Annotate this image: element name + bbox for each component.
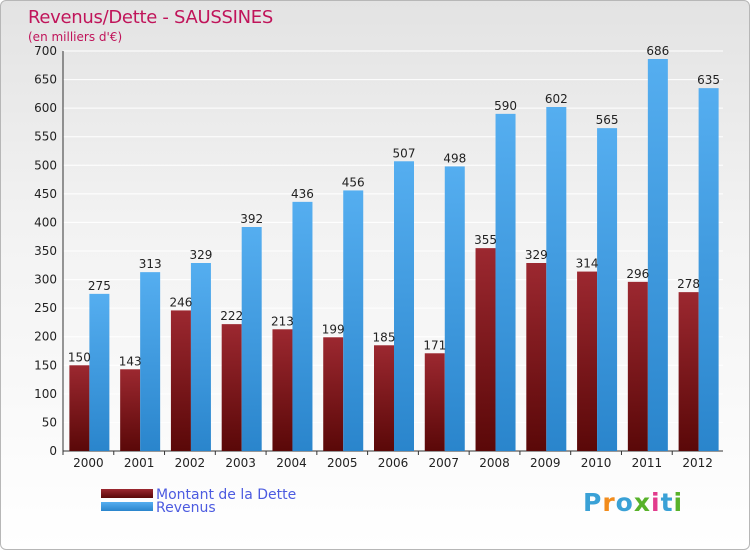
debt-bar-label: 314 xyxy=(576,257,599,271)
revenue-bar xyxy=(444,166,465,451)
revenue-bar-label: 507 xyxy=(393,146,416,160)
revenue-bar-label: 275 xyxy=(88,279,111,293)
debt-bar xyxy=(627,281,648,451)
y-tick-label: 600 xyxy=(34,101,57,115)
x-tick-label: 2011 xyxy=(632,456,663,470)
revenue-bar xyxy=(647,59,668,451)
revenue-bar-label: 498 xyxy=(443,151,466,165)
debt-bar xyxy=(272,329,293,451)
debt-bar xyxy=(374,345,394,451)
y-tick-label: 450 xyxy=(34,187,57,201)
debt-bar xyxy=(69,365,90,451)
y-tick-label: 200 xyxy=(34,330,57,344)
revenue-bar xyxy=(343,190,364,451)
debt-bar-label: 222 xyxy=(220,309,243,323)
revenue-bar-label: 436 xyxy=(291,187,314,201)
y-tick-label: 400 xyxy=(34,215,57,229)
revenue-bar xyxy=(190,263,211,451)
debt-bar xyxy=(577,271,598,451)
revenue-bar xyxy=(140,272,161,451)
legend-swatch xyxy=(101,502,153,511)
y-tick-label: 700 xyxy=(34,44,57,58)
legend-swatch xyxy=(101,489,153,498)
revenue-bar xyxy=(698,88,719,452)
x-tick-label: 2001 xyxy=(124,456,155,470)
revenue-bar-label: 456 xyxy=(342,175,365,189)
x-tick-label: 2004 xyxy=(276,456,307,470)
revenue-bar xyxy=(597,128,618,451)
debt-bar-label: 150 xyxy=(68,350,91,364)
debt-bar-label: 329 xyxy=(525,248,548,262)
revenue-bar-label: 590 xyxy=(494,99,517,113)
y-tick-label: 0 xyxy=(49,444,57,458)
x-tick-label: 2008 xyxy=(479,456,510,470)
debt-bar xyxy=(526,263,547,451)
revenue-bar xyxy=(292,201,313,451)
debt-bar-label: 278 xyxy=(677,277,700,291)
y-tick-label: 550 xyxy=(34,130,57,144)
debt-bar-label: 355 xyxy=(474,233,497,247)
y-tick-label: 350 xyxy=(34,244,57,258)
x-tick-label: 2003 xyxy=(225,456,256,470)
revenue-bar-label: 565 xyxy=(596,113,619,127)
revenue-bar xyxy=(546,107,567,451)
y-tick-label: 250 xyxy=(34,301,57,315)
debt-bar xyxy=(323,337,344,451)
revenue-bar-label: 635 xyxy=(697,73,720,87)
x-tick-label: 2002 xyxy=(175,456,206,470)
y-tick-label: 100 xyxy=(34,387,57,401)
x-tick-label: 2005 xyxy=(327,456,358,470)
y-tick-label: 50 xyxy=(42,415,57,429)
debt-bar-label: 143 xyxy=(119,354,142,368)
debt-bar xyxy=(120,369,141,451)
revenue-bar-label: 602 xyxy=(545,92,568,106)
revenue-bar xyxy=(89,293,110,451)
legend-label: Montant de la Dette xyxy=(156,487,296,503)
debt-bar xyxy=(170,310,191,451)
x-tick-label: 2006 xyxy=(378,456,409,470)
revenue-bar-label: 392 xyxy=(240,212,263,226)
revenue-bar-label: 686 xyxy=(646,44,669,58)
x-tick-label: 2009 xyxy=(530,456,561,470)
revenue-bar-label: 313 xyxy=(139,257,162,271)
chart-subtitle: (en milliers d'€) xyxy=(28,30,123,44)
x-tick-label: 2010 xyxy=(581,456,612,470)
debt-bar xyxy=(475,248,496,451)
debt-bar-label: 246 xyxy=(169,295,192,309)
x-tick-label: 2012 xyxy=(682,456,713,470)
revenue-bar xyxy=(495,113,516,451)
debt-bar-label: 296 xyxy=(626,267,649,281)
y-tick-label: 500 xyxy=(34,158,57,172)
revenue-bar xyxy=(394,161,414,452)
x-tick-label: 2007 xyxy=(428,456,459,470)
debt-bar xyxy=(678,292,699,451)
x-tick-label: 2000 xyxy=(73,456,104,470)
legend-label: Revenus xyxy=(156,500,216,516)
y-tick-label: 650 xyxy=(34,73,57,87)
debt-bar-label: 199 xyxy=(322,322,345,336)
revenue-bar-label: 329 xyxy=(189,248,212,262)
y-tick-label: 150 xyxy=(34,358,57,372)
chart-title: Revenus/Dette - SAUSSINES xyxy=(28,7,273,28)
proxiti-logo: Proxiti xyxy=(583,488,684,517)
debt-bar-label: 185 xyxy=(373,330,396,344)
debt-bar xyxy=(221,324,242,451)
y-tick-label: 300 xyxy=(34,273,57,287)
revenue-bar xyxy=(241,227,262,451)
debt-bar-label: 171 xyxy=(423,338,446,352)
debt-bar xyxy=(424,353,445,451)
debt-bar-label: 213 xyxy=(271,314,294,328)
